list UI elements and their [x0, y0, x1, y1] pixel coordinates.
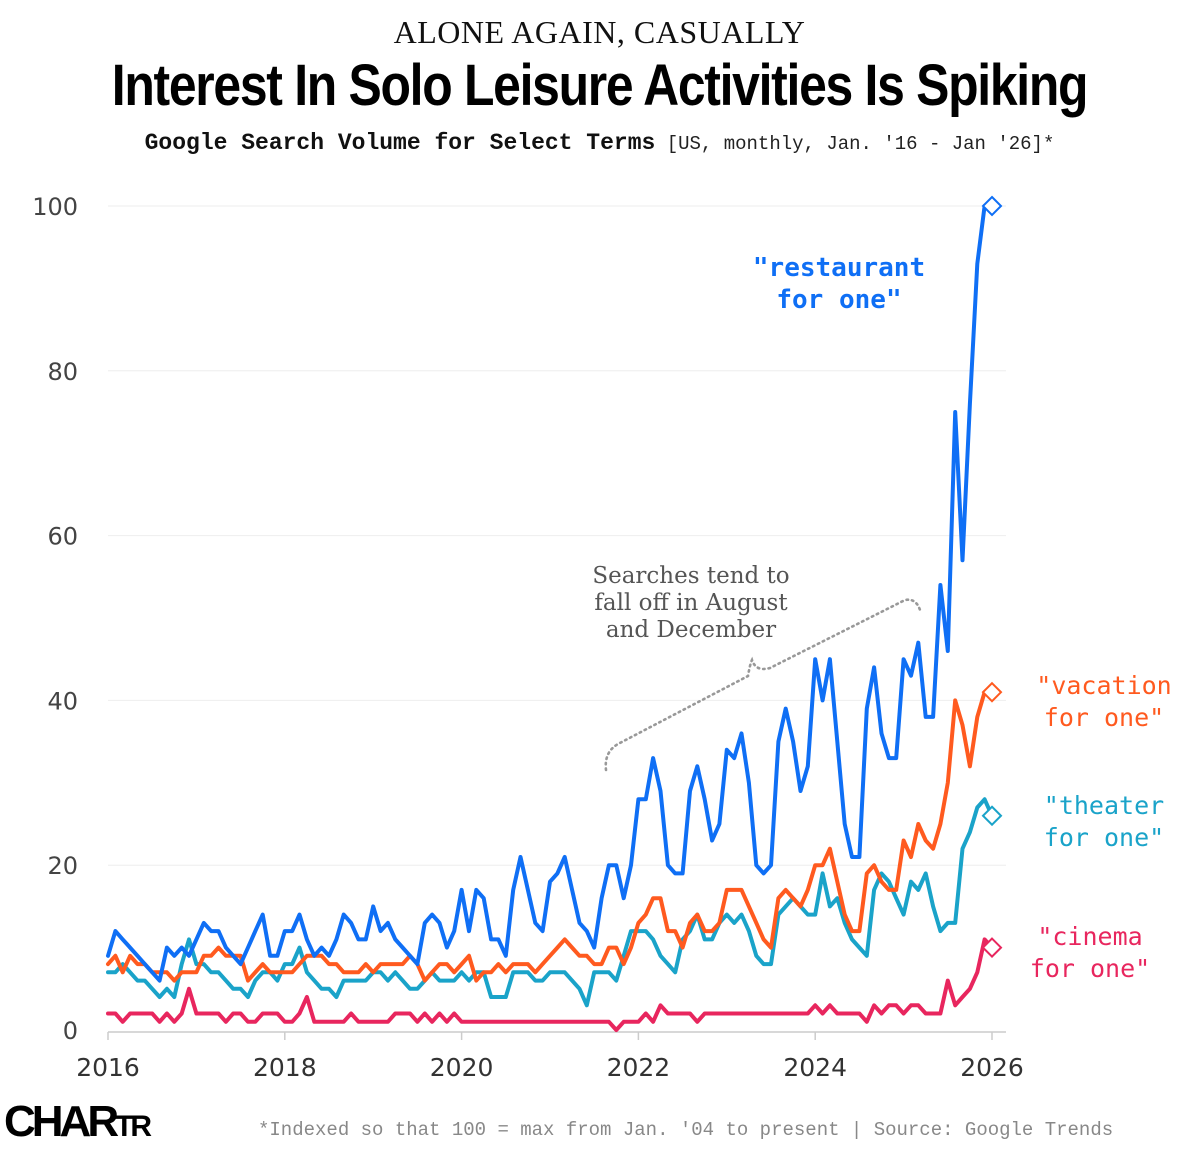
subtitle-main: Google Search Volume for Select Terms — [144, 130, 656, 156]
y-tick-label: 60 — [47, 523, 78, 551]
subtitle-detail: [US, monthly, Jan. '16 - Jan '26]* — [655, 133, 1055, 155]
x-tick-label: 2024 — [783, 1053, 847, 1082]
end-marker — [981, 195, 1003, 217]
series-group — [106, 195, 1003, 1032]
x-tick-label: 2018 — [253, 1053, 317, 1082]
y-tick-label: 80 — [47, 358, 78, 386]
series-label: "vacation — [1036, 671, 1171, 700]
source-note: *Indexed so that 100 = max from Jan. '04… — [258, 1119, 1114, 1141]
x-tick-label: 2026 — [960, 1053, 1024, 1082]
series-label: for one" — [776, 285, 901, 315]
series-line-1 — [106, 690, 994, 983]
y-tick-label: 40 — [47, 687, 78, 715]
chart-title: Interest In Solo Leisure Activities Is S… — [111, 53, 1089, 118]
series-label: "theater — [1044, 791, 1164, 820]
y-tick-label: 0 — [63, 1017, 78, 1045]
annotation-bracket — [604, 598, 922, 772]
logo-main: CHAR — [4, 1097, 119, 1146]
x-tick-label: 2022 — [607, 1053, 671, 1082]
y-tick-label: 100 — [32, 193, 78, 221]
chart-subtitle: Google Search Volume for Select Terms [U… — [0, 130, 1199, 156]
line-chart: 0 20 40 60 80 100 2016 2018 2020 2022 2024 2026 Se… — [32, 193, 1172, 1082]
end-marker — [981, 681, 1003, 703]
series-line-0 — [106, 204, 994, 983]
x-axis: 2016 2018 2020 2022 2024 2026 — [76, 1031, 1024, 1082]
annotation-text: Searches tend to — [592, 563, 789, 589]
chartr-logo: CHARTR — [4, 1097, 152, 1149]
annotation-text: fall off in August — [594, 590, 788, 616]
series-label: "cinema — [1037, 922, 1142, 951]
annotation-text: and December — [606, 617, 776, 643]
logo-small: TR — [115, 1110, 152, 1143]
series-line-3 — [106, 937, 994, 1032]
y-tick-label: 20 — [47, 852, 78, 880]
end-marker — [981, 937, 1003, 959]
x-tick-label: 2016 — [76, 1053, 140, 1082]
gridlines — [108, 205, 1006, 866]
end-marker — [981, 805, 1003, 827]
series-label: "restaurant — [753, 253, 925, 283]
series-line-2 — [106, 797, 994, 1008]
x-tick-label: 2020 — [430, 1053, 494, 1082]
series-label: for one" — [1044, 823, 1164, 852]
series-label: for one" — [1030, 954, 1150, 983]
chart-kicker: ALONE AGAIN, CASUALLY — [393, 14, 806, 50]
series-label: for one" — [1044, 703, 1164, 732]
y-axis: 0 20 40 60 80 100 — [32, 193, 78, 1045]
